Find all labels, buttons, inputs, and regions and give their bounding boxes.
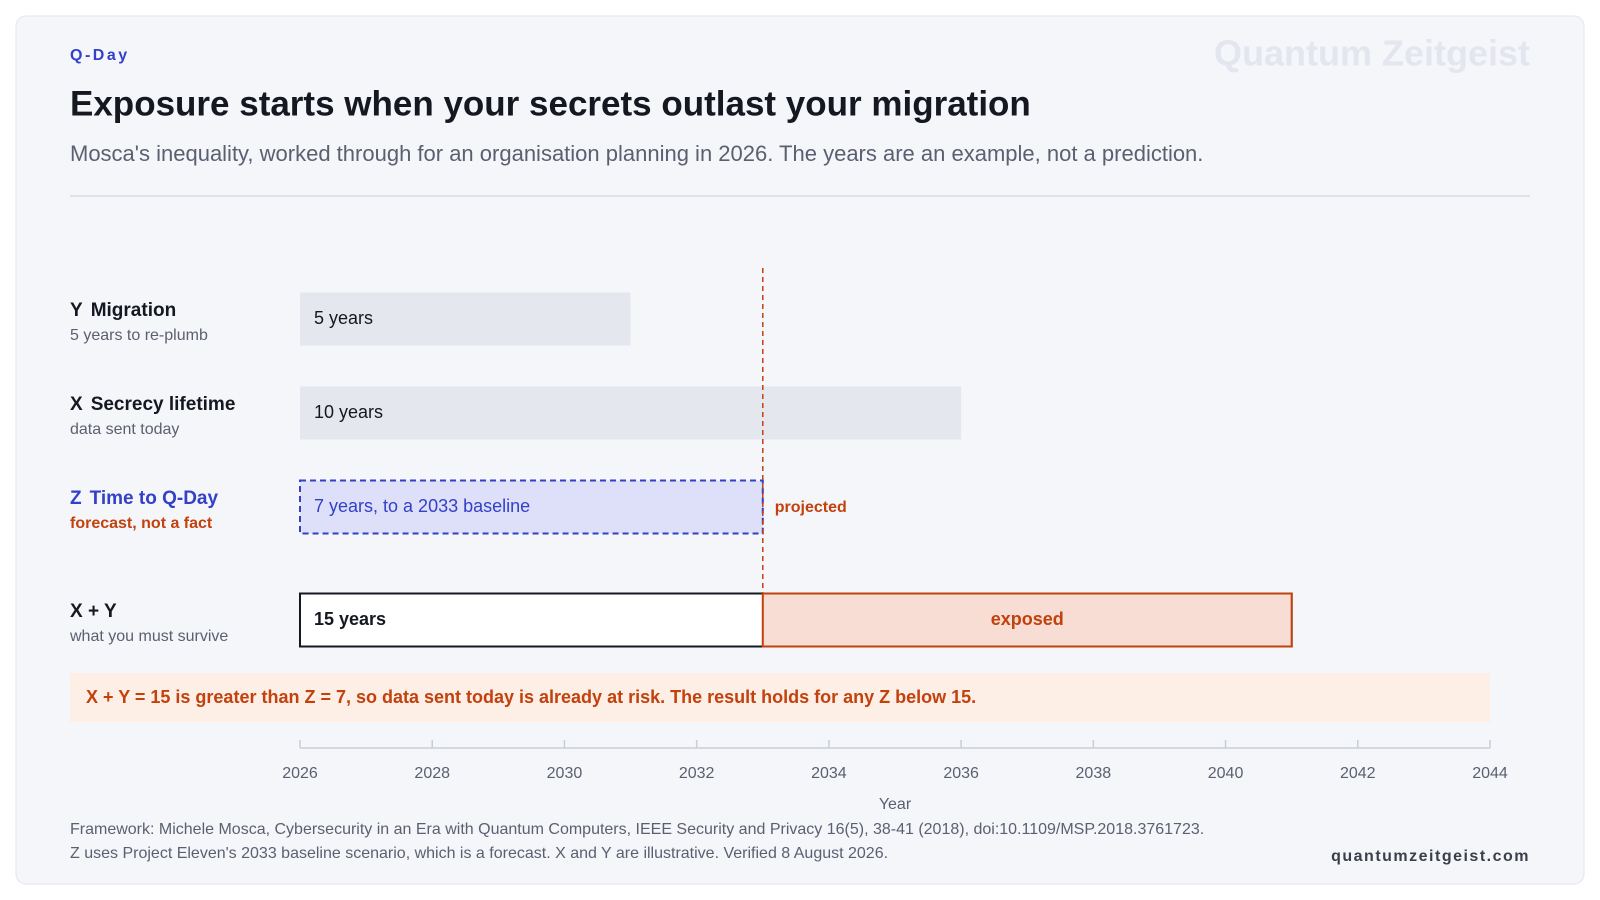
bar [300, 292, 631, 346]
card [15, 15, 1585, 885]
row-note: forecast, not a fact [70, 515, 213, 532]
bar [299, 479, 764, 535]
x-tick-label: 2042 [1340, 765, 1376, 782]
row-name: Migration [91, 300, 177, 321]
chart-title: Exposure starts when your secrets outlas… [70, 84, 1031, 123]
bar [300, 386, 962, 440]
site-url: quantumzeitgeist.com [1331, 848, 1530, 865]
exposed-label: exposed [991, 609, 1064, 629]
source-line: Z uses Project Eleven's 2033 baseline sc… [70, 845, 888, 862]
value-label: 7 years, to a 2033 baseline [314, 496, 530, 516]
x-tick-label: 2044 [1472, 765, 1508, 782]
x-tick-label: 2040 [1208, 765, 1244, 782]
value-label: 5 years [314, 308, 373, 328]
subtitle: Mosca's inequality, worked through for a… [70, 141, 1203, 166]
row-title: Y Migration [70, 300, 176, 321]
row-label: Y Migration 5 years to re-plumb [70, 300, 208, 344]
row-note: data sent today [70, 421, 179, 438]
callout-text: X + Y = 15 is greater than Z = 7, so dat… [86, 687, 976, 707]
source-line: Framework: Michele Mosca, Cybersecurity … [70, 821, 1204, 838]
x-tick-label: 2030 [547, 765, 583, 782]
x-tick-label: 2028 [414, 765, 450, 782]
row-note: what you must survive [69, 628, 228, 645]
row-note: 5 years to re-plumb [70, 327, 208, 344]
value-label: 15 years [314, 609, 386, 629]
row-title: X Secrecy lifetime [70, 394, 235, 415]
kicker: Q-Day [70, 47, 130, 64]
marker-label: projected [775, 499, 847, 516]
row-name: Secrecy lifetime [91, 394, 236, 415]
x-tick-label: 2038 [1076, 765, 1112, 782]
row-name: Time to Q-Day [90, 488, 219, 509]
callout-box [70, 673, 1490, 722]
row-letter: Y [70, 300, 83, 321]
x-tick-label: 2034 [811, 765, 847, 782]
row-letter: X [70, 394, 83, 415]
row-label: Z Time to Q-Day forecast, not a fact [70, 488, 218, 532]
value-label: 10 years [314, 402, 383, 422]
row-letter: Z [70, 488, 82, 509]
row-letter: X + Y [70, 601, 117, 622]
x-tick-label: 2026 [282, 765, 318, 782]
row-label: X Secrecy lifetime data sent today [70, 394, 235, 438]
row-title: Z Time to Q-Day [70, 488, 218, 509]
x-tick-label: 2032 [679, 765, 715, 782]
x-axis-label: Year [879, 796, 912, 813]
brand: Quantum Zeitgeist [1214, 33, 1530, 74]
x-tick-label: 2036 [943, 765, 979, 782]
row-title: X + Y [70, 601, 117, 622]
row-label: X + Y what you must survive [69, 601, 228, 645]
